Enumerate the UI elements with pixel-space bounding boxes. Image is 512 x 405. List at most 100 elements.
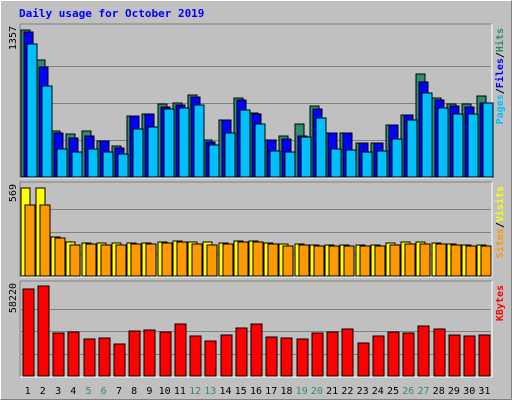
day-label-2: 2 [40, 386, 46, 397]
day-label-29: 29 [448, 386, 460, 397]
day-label-25: 25 [387, 386, 399, 397]
day-label-1: 1 [25, 386, 31, 397]
bar-sites-day-28 [435, 243, 447, 277]
bar-sites-day-16 [252, 241, 264, 277]
bar-pages-day-10 [163, 108, 175, 178]
day-label-10: 10 [159, 386, 171, 397]
bar-sites-day-9 [145, 243, 157, 277]
day-label-21: 21 [326, 386, 338, 397]
bar-pages-day-30 [467, 113, 479, 178]
bar-pages-day-18 [284, 151, 296, 178]
bar-pages-day-26 [406, 119, 418, 178]
legend-kbytes: KBytes [495, 285, 506, 321]
chart-title: Daily usage for October 2019 [19, 7, 204, 20]
bar-kbytes-day-27 [417, 325, 430, 377]
bar-pages-day-2 [41, 85, 53, 178]
day-label-26: 26 [402, 386, 414, 397]
bar-pages-day-13 [208, 144, 220, 178]
bar-sites-day-21 [328, 245, 340, 277]
bar-pages-day-14 [224, 132, 236, 178]
bar-sites-day-20 [313, 245, 325, 277]
bar-pages-day-31 [482, 102, 494, 178]
day-label-11: 11 [174, 386, 186, 397]
day-label-18: 18 [280, 386, 292, 397]
legend-separator: / [495, 88, 506, 94]
bar-pages-day-21 [330, 148, 342, 178]
bar-kbytes-day-6 [98, 337, 111, 377]
bar-sites-day-6 [100, 244, 112, 277]
bar-sites-day-22 [343, 245, 355, 277]
bar-sites-day-24 [374, 245, 386, 277]
bar-kbytes-day-18 [280, 337, 293, 377]
day-label-15: 15 [235, 386, 247, 397]
bar-sites-day-29 [450, 244, 462, 277]
legend-files: Files [494, 58, 506, 88]
bar-pages-day-11 [178, 107, 190, 178]
bar-pages-day-8 [132, 128, 144, 178]
bar-sites-day-2 [39, 204, 51, 277]
bar-sites-day-30 [465, 245, 477, 277]
bar-kbytes-day-15 [235, 327, 248, 377]
day-label-3: 3 [55, 386, 61, 397]
bar-kbytes-day-29 [448, 334, 461, 377]
bar-pages-day-20 [315, 117, 327, 178]
bar-kbytes-day-19 [296, 338, 309, 377]
bar-sites-day-14 [222, 243, 234, 277]
day-label-19: 19 [296, 386, 308, 397]
bar-kbytes-day-10 [159, 331, 172, 377]
bar-pages-day-9 [147, 126, 159, 178]
day-label-27: 27 [417, 386, 429, 397]
day-label-30: 30 [463, 386, 475, 397]
bar-kbytes-day-1 [22, 288, 35, 377]
y-max-label-kbytes: 58220 [8, 283, 19, 313]
bar-kbytes-day-2 [37, 285, 50, 377]
bar-kbytes-day-22 [341, 328, 354, 377]
bar-kbytes-day-3 [52, 332, 65, 377]
bar-pages-day-4 [71, 151, 83, 178]
bar-sites-day-12 [191, 243, 203, 277]
legend-hits: Hits [494, 28, 506, 52]
bar-sites-day-10 [161, 242, 173, 277]
day-label-31: 31 [478, 386, 490, 397]
bar-sites-day-26 [404, 243, 416, 277]
bar-sites-day-13 [206, 244, 218, 277]
day-label-7: 7 [116, 386, 122, 397]
bar-kbytes-day-5 [83, 338, 96, 377]
bar-pages-day-1 [26, 43, 38, 178]
legend-visits-sites: Sites/Visits [494, 186, 506, 258]
bar-sites-day-4 [69, 244, 81, 277]
bar-kbytes-day-9 [143, 329, 156, 377]
bar-kbytes-day-28 [433, 328, 446, 377]
y-max-label-hits-files-pages: 1357 [8, 26, 19, 50]
legend-visits: Visits [494, 186, 506, 222]
bar-sites-day-15 [237, 241, 249, 277]
bar-kbytes-day-20 [311, 332, 324, 377]
day-label-5: 5 [85, 386, 91, 397]
legend-sites: Sites [494, 228, 506, 258]
legend-hits-files-pages: Pages/Files/Hits [494, 28, 506, 124]
bar-kbytes-day-14 [220, 334, 233, 377]
day-label-16: 16 [250, 386, 262, 397]
bar-kbytes-day-17 [265, 336, 278, 377]
bar-sites-day-8 [130, 243, 142, 277]
legend-pages: Pages [495, 94, 506, 124]
day-label-24: 24 [372, 386, 384, 397]
legend-kbytes: KBytes [495, 285, 506, 321]
day-label-9: 9 [146, 386, 152, 397]
bar-sites-day-23 [359, 245, 371, 277]
bar-pages-day-17 [269, 150, 281, 178]
bar-kbytes-day-11 [174, 323, 187, 377]
day-label-12: 12 [189, 386, 201, 397]
legend-separator: / [495, 52, 506, 58]
bar-sites-day-25 [389, 244, 401, 277]
bar-pages-day-15 [239, 109, 251, 178]
bar-pages-day-29 [452, 113, 464, 178]
bar-sites-day-5 [85, 243, 97, 277]
y-max-label-visits-sites: 569 [8, 184, 19, 202]
day-label-4: 4 [70, 386, 76, 397]
legend-separator: / [495, 222, 506, 228]
bar-sites-day-31 [480, 245, 492, 277]
panel-kbytes: 58220 KBytes [8, 280, 506, 378]
